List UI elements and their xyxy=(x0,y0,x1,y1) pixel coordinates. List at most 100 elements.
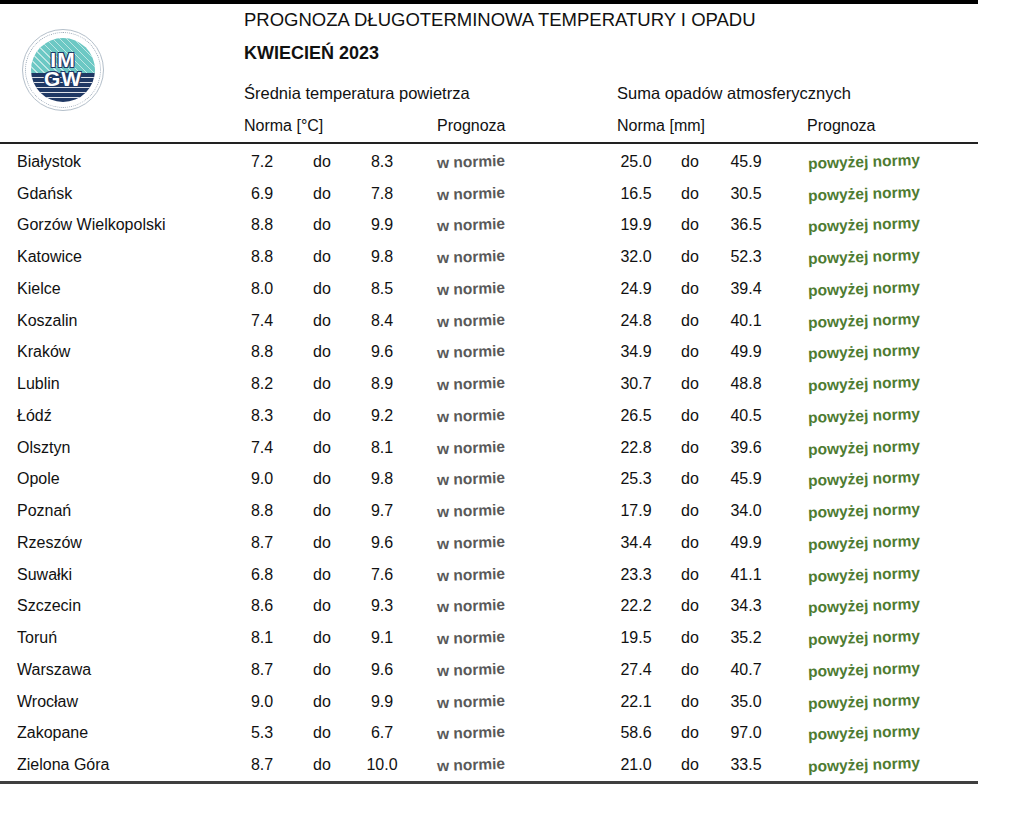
city-name: Rzeszów xyxy=(0,534,236,552)
temp-range-separator: do xyxy=(288,502,356,520)
precip-norm-low: 34.9 xyxy=(610,343,662,361)
precip-norm-low: 25.3 xyxy=(610,470,662,488)
temp-norm-low: 6.8 xyxy=(236,566,288,584)
temp-range-separator: do xyxy=(288,248,356,266)
precip-forecast-value: powyżej normy xyxy=(808,532,921,554)
precip-norm-low: 21.0 xyxy=(610,756,662,774)
precip-range-separator: do xyxy=(662,312,718,330)
temp-forecast-value: w normie xyxy=(437,437,506,457)
table-row: Zakopane 5.3 do 6.7 w normie 58.6 do 97.… xyxy=(0,718,978,750)
temp-forecast-value: w normie xyxy=(437,660,506,680)
table-row: Gdańsk 6.9 do 7.8 w normie 16.5 do 30.5 … xyxy=(0,178,978,210)
temp-forecast-value: w normie xyxy=(437,215,506,235)
table-row: Warszawa 8.7 do 9.6 w normie 27.4 do 40.… xyxy=(0,654,978,686)
precip-norm-high: 35.2 xyxy=(718,629,774,647)
temp-forecast-value: w normie xyxy=(437,374,506,394)
precip-range-separator: do xyxy=(662,724,718,742)
temp-forecast-value: w normie xyxy=(437,691,506,711)
precip-norm-high: 34.3 xyxy=(718,597,774,615)
precip-range-separator: do xyxy=(662,185,718,203)
temp-norm-high: 9.8 xyxy=(356,248,408,266)
temp-norm-low: 8.1 xyxy=(236,629,288,647)
temp-norm-low: 8.8 xyxy=(236,248,288,266)
precip-range-separator: do xyxy=(662,566,718,584)
forecast-bulletin: { "logo": { "line1": "IM", "line2": "GW"… xyxy=(0,0,1024,834)
precip-norm-low: 25.0 xyxy=(610,153,662,171)
precip-norm-low: 58.6 xyxy=(610,724,662,742)
column-header-temp-prognoza: Prognoza xyxy=(437,117,506,135)
temp-norm-low: 7.2 xyxy=(236,153,288,171)
precip-range-separator: do xyxy=(662,756,718,774)
precip-norm-low: 24.9 xyxy=(610,280,662,298)
city-name: Koszalin xyxy=(0,312,236,330)
precip-norm-high: 39.6 xyxy=(718,439,774,457)
temp-norm-low: 8.8 xyxy=(236,343,288,361)
temp-range-separator: do xyxy=(288,439,356,457)
precip-range-separator: do xyxy=(662,629,718,647)
temp-norm-low: 9.0 xyxy=(236,693,288,711)
precip-norm-low: 30.7 xyxy=(610,375,662,393)
city-name: Toruń xyxy=(0,629,236,647)
temp-range-separator: do xyxy=(288,375,356,393)
city-name: Łódź xyxy=(0,407,236,425)
precip-range-separator: do xyxy=(662,470,718,488)
header-separator-line xyxy=(0,142,978,144)
precip-forecast-value: powyżej normy xyxy=(808,564,921,586)
temp-forecast-value: w normie xyxy=(437,596,506,616)
temp-range-separator: do xyxy=(288,312,356,330)
group-header-temperature: Średnia temperatura powietrza xyxy=(244,84,470,103)
temp-norm-low: 9.0 xyxy=(236,470,288,488)
precip-norm-high: 48.8 xyxy=(718,375,774,393)
temp-norm-high: 7.8 xyxy=(356,185,408,203)
temp-norm-high: 9.6 xyxy=(356,343,408,361)
table-row: Białystok 7.2 do 8.3 w normie 25.0 do 45… xyxy=(0,146,978,178)
table-row: Katowice 8.8 do 9.8 w normie 32.0 do 52.… xyxy=(0,241,978,273)
precip-norm-high: 45.9 xyxy=(718,470,774,488)
column-header-precip-prognoza: Prognoza xyxy=(807,117,876,135)
temp-range-separator: do xyxy=(288,597,356,615)
precip-forecast-value: powyżej normy xyxy=(808,278,921,300)
forecast-table: Białystok 7.2 do 8.3 w normie 25.0 do 45… xyxy=(0,146,978,781)
temp-norm-high: 9.3 xyxy=(356,597,408,615)
temp-range-separator: do xyxy=(288,343,356,361)
precip-forecast-value: powyżej normy xyxy=(808,468,921,490)
precip-norm-high: 36.5 xyxy=(718,216,774,234)
table-row: Toruń 8.1 do 9.1 w normie 19.5 do 35.2 p… xyxy=(0,622,978,654)
temp-norm-low: 6.9 xyxy=(236,185,288,203)
table-row: Kraków 8.8 do 9.6 w normie 34.9 do 49.9 … xyxy=(0,337,978,369)
city-name: Opole xyxy=(0,470,236,488)
temp-range-separator: do xyxy=(288,693,356,711)
precip-forecast-value: powyżej normy xyxy=(808,500,921,522)
temp-norm-high: 9.9 xyxy=(356,693,408,711)
temp-norm-high: 9.8 xyxy=(356,470,408,488)
table-row: Rzeszów 8.7 do 9.6 w normie 34.4 do 49.9… xyxy=(0,527,978,559)
precip-range-separator: do xyxy=(662,597,718,615)
city-name: Wrocław xyxy=(0,693,236,711)
temp-range-separator: do xyxy=(288,407,356,425)
temp-forecast-value: w normie xyxy=(437,723,506,743)
table-row: Lublin 8.2 do 8.9 w normie 30.7 do 48.8 … xyxy=(0,368,978,400)
table-row: Kielce 8.0 do 8.5 w normie 24.9 do 39.4 … xyxy=(0,273,978,305)
imgw-logo-icon: IM GW xyxy=(22,29,104,111)
city-name: Lublin xyxy=(0,375,236,393)
temp-norm-low: 8.6 xyxy=(236,597,288,615)
temp-forecast-value: w normie xyxy=(437,628,506,648)
precip-norm-low: 24.8 xyxy=(610,312,662,330)
table-row: Poznań 8.8 do 9.7 w normie 17.9 do 34.0 … xyxy=(0,495,978,527)
city-name: Kraków xyxy=(0,343,236,361)
precip-norm-high: 40.7 xyxy=(718,661,774,679)
temp-norm-high: 8.9 xyxy=(356,375,408,393)
precip-norm-high: 35.0 xyxy=(718,693,774,711)
city-name: Gdańsk xyxy=(0,185,236,203)
temp-norm-high: 9.1 xyxy=(356,629,408,647)
temp-norm-high: 7.6 xyxy=(356,566,408,584)
precip-norm-high: 40.5 xyxy=(718,407,774,425)
precip-norm-high: 30.5 xyxy=(718,185,774,203)
temp-norm-high: 8.1 xyxy=(356,439,408,457)
top-border-line xyxy=(0,0,978,4)
precip-norm-low: 19.9 xyxy=(610,216,662,234)
precip-range-separator: do xyxy=(662,153,718,171)
page-subtitle-month: KWIECIEŃ 2023 xyxy=(244,43,379,64)
table-row: Wrocław 9.0 do 9.9 w normie 22.1 do 35.0… xyxy=(0,686,978,718)
temp-norm-high: 10.0 xyxy=(356,756,408,774)
